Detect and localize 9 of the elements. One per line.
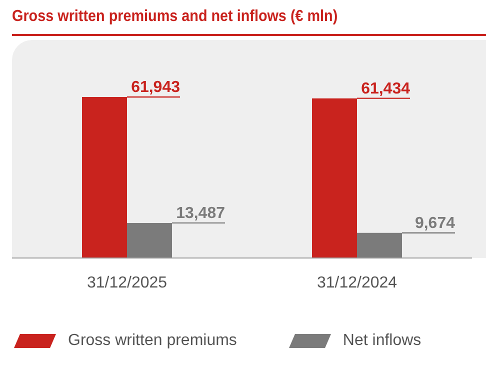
x-tick-label: 31/12/2025 <box>86 274 168 292</box>
data-label: 61,434 <box>361 80 410 98</box>
legend-label: Gross written premiums <box>68 332 237 350</box>
legend-label: Net inflows <box>342 332 422 350</box>
data-label: 13,487 <box>176 204 226 222</box>
data-label: 9,674 <box>414 214 456 232</box>
x-tick-label: 31/12/2024 <box>316 274 398 292</box>
data-label: 61,943 <box>131 79 180 96</box>
chart-title: Gross written premiums and net inflows (€ mln) <box>12 8 338 26</box>
